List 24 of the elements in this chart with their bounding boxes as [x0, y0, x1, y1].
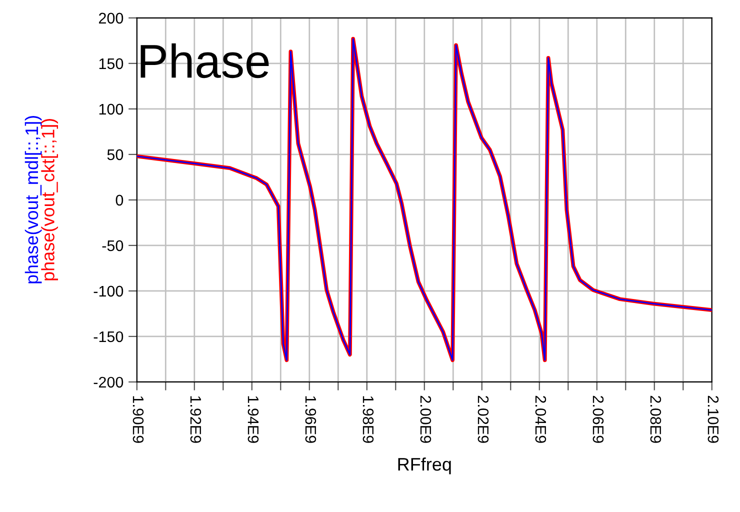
chart-title: Phase	[140, 43, 269, 78]
x-tick-label: 2.08E9	[650, 396, 662, 443]
x-tick-label: 2.00E9	[420, 396, 432, 443]
x-tick-label: 2.02E9	[478, 396, 489, 443]
x-tick-label: 2.10E9	[708, 396, 719, 443]
x-tick-label: 1.92E9	[190, 396, 202, 443]
x-axis-title: RFfreq	[398, 457, 451, 474]
x-tick-label: 1.90E9	[132, 396, 144, 443]
y-tick-label: 0	[116, 194, 124, 206]
y-tick-label: -100	[94, 286, 124, 297]
y-tick-label: -200	[94, 376, 124, 388]
x-tick-label: 2.04E9	[535, 396, 546, 443]
y-tick-label: -50	[102, 240, 124, 252]
x-tick-label: 1.94E9	[248, 396, 259, 443]
x-tick-label: 2.06E9	[592, 396, 604, 443]
y-tick-label: 150	[99, 58, 124, 70]
y-tick-label: 100	[99, 104, 124, 115]
y-tick-label: 200	[98, 12, 124, 24]
y-tick-label: -150	[94, 331, 124, 342]
x-tick-label: 1.96E9	[305, 396, 316, 443]
x-tick-label: 1.98E9	[362, 396, 374, 443]
text: phase(vout_ckt[::,1])	[41, 119, 58, 280]
y-tick-label: 50	[107, 149, 124, 160]
text: phase(vout_mdl[::,1])	[24, 116, 42, 284]
